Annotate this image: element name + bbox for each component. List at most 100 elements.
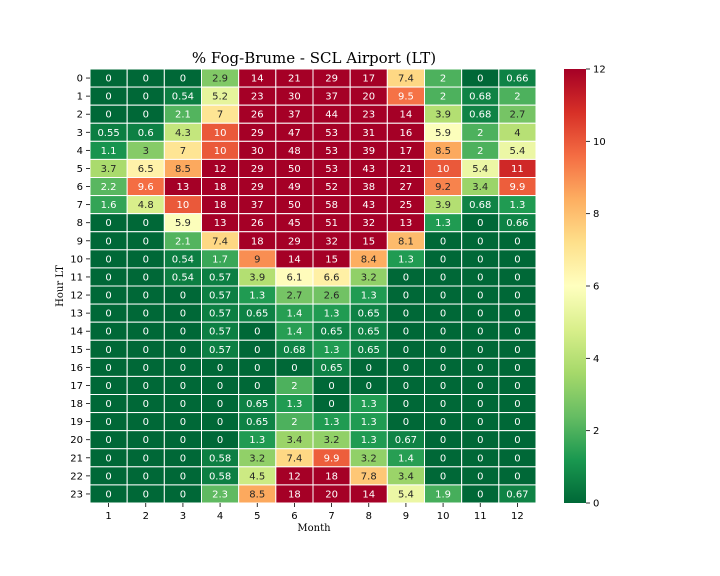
cell-value-label: 12 [288, 471, 301, 482]
y-tick-label: 9 [77, 236, 83, 247]
cell-value-label: 0 [403, 399, 409, 410]
x-tick-label: 10 [437, 511, 450, 522]
cell-value-label: 29 [251, 164, 264, 175]
cell-value-label: 0 [440, 309, 446, 320]
cell-value-label: 0 [143, 291, 149, 302]
cell-value-label: 29 [251, 128, 264, 139]
y-tick-label: 17 [70, 381, 83, 392]
cell-value-label: 15 [362, 236, 375, 247]
cell-value-label: 3.2 [361, 272, 377, 283]
cell-value-label: 0 [514, 471, 520, 482]
cell-value-label: 1.3 [435, 218, 451, 229]
cell-value-label: 0 [440, 381, 446, 392]
cell-value-label: 0.58 [209, 471, 231, 482]
cell-value-label: 39 [362, 146, 375, 157]
x-tick-label: 12 [511, 511, 524, 522]
cell-value-label: 14 [288, 254, 301, 265]
cell-value-label: 0 [477, 291, 483, 302]
cell-value-label: 10 [437, 164, 450, 175]
cell-value-label: 0 [180, 453, 186, 464]
cell-value-label: 27 [400, 182, 413, 193]
cell-value-label: 0 [440, 291, 446, 302]
y-tick-label: 14 [70, 327, 83, 338]
cell-value-label: 0.65 [246, 309, 268, 320]
cell-value-label: 0 [477, 435, 483, 446]
cell-value-label: 0 [477, 471, 483, 482]
cell-value-label: 2.9 [212, 74, 228, 85]
cell-value-label: 29 [251, 182, 264, 193]
cell-value-label: 0 [180, 327, 186, 338]
cell-value-label: 0 [477, 236, 483, 247]
cell-value-label: 0 [180, 345, 186, 356]
y-tick-label: 21 [70, 453, 83, 464]
cell-value-label: 14 [251, 74, 264, 85]
cell-value-label: 0 [105, 74, 111, 85]
cell-value-label: 0 [105, 471, 111, 482]
cell-value-label: 2 [514, 92, 520, 103]
cell-value-label: 1.1 [101, 146, 117, 157]
cell-value-label: 4.5 [249, 471, 265, 482]
cell-value-label: 17 [362, 74, 375, 85]
cell-value-label: 0 [143, 309, 149, 320]
cell-value-label: 16 [400, 128, 413, 139]
cell-value-label: 13 [400, 218, 413, 229]
x-tick-label: 4 [217, 511, 223, 522]
cell-value-label: 3.2 [249, 453, 265, 464]
cell-value-label: 14 [362, 489, 375, 500]
cell-value-label: 0 [477, 74, 483, 85]
cell-value-label: 44 [325, 110, 338, 121]
cell-value-label: 18 [214, 182, 227, 193]
cell-value-label: 7.4 [398, 74, 414, 85]
cell-value-label: 52 [325, 182, 338, 193]
cell-value-label: 25 [400, 200, 413, 211]
cell-value-label: 0.57 [209, 272, 231, 283]
cell-value-label: 0 [440, 399, 446, 410]
cell-value-label: 0 [328, 399, 334, 410]
cell-value-label: 0 [143, 74, 149, 85]
cell-value-label: 5.4 [509, 146, 525, 157]
cell-value-label: 0.6 [138, 128, 154, 139]
cell-value-label: 37 [288, 110, 301, 121]
cell-value-label: 29 [325, 74, 338, 85]
cell-value-label: 0 [440, 327, 446, 338]
cell-value-label: 0 [105, 218, 111, 229]
cell-value-label: 30 [288, 92, 301, 103]
cell-value-label: 0 [105, 291, 111, 302]
cell-value-label: 9 [254, 254, 260, 265]
cell-value-label: 1.3 [398, 254, 414, 265]
cell-value-label: 0 [143, 471, 149, 482]
cell-value-label: 7 [180, 146, 186, 157]
cell-value-label: 23 [251, 92, 264, 103]
cell-value-label: 2 [291, 417, 297, 428]
chart-title: % Fog-Brume - SCL Airport (LT) [192, 49, 436, 67]
y-tick-label: 22 [70, 471, 83, 482]
y-tick-label: 2 [77, 110, 83, 121]
cell-value-label: 0 [477, 345, 483, 356]
cell-value-label: 0 [143, 363, 149, 374]
cell-value-label: 18 [251, 236, 264, 247]
y-tick-label: 11 [70, 272, 83, 283]
cell-value-label: 0 [403, 327, 409, 338]
cell-value-label: 0.68 [469, 200, 491, 211]
colorbar-gradient [564, 69, 586, 503]
x-tick-label: 2 [143, 511, 149, 522]
cell-value-label: 14 [400, 110, 413, 121]
cell-value-label: 37 [251, 200, 264, 211]
cell-value-label: 21 [400, 164, 413, 175]
cell-value-label: 10 [214, 128, 227, 139]
cell-value-label: 0 [514, 363, 520, 374]
cell-value-label: 0 [143, 453, 149, 464]
cell-value-label: 3.7 [101, 164, 117, 175]
cell-value-label: 9.6 [138, 182, 154, 193]
cell-value-label: 0 [477, 363, 483, 374]
cell-value-label: 5.4 [398, 489, 414, 500]
cell-value-label: 21 [288, 74, 301, 85]
cell-value-label: 0 [440, 236, 446, 247]
cell-value-label: 0 [440, 272, 446, 283]
cell-value-label: 0 [403, 417, 409, 428]
cell-value-label: 0 [105, 327, 111, 338]
cell-value-label: 0 [477, 254, 483, 265]
cell-value-label: 32 [325, 236, 338, 247]
cell-value-label: 0 [180, 471, 186, 482]
